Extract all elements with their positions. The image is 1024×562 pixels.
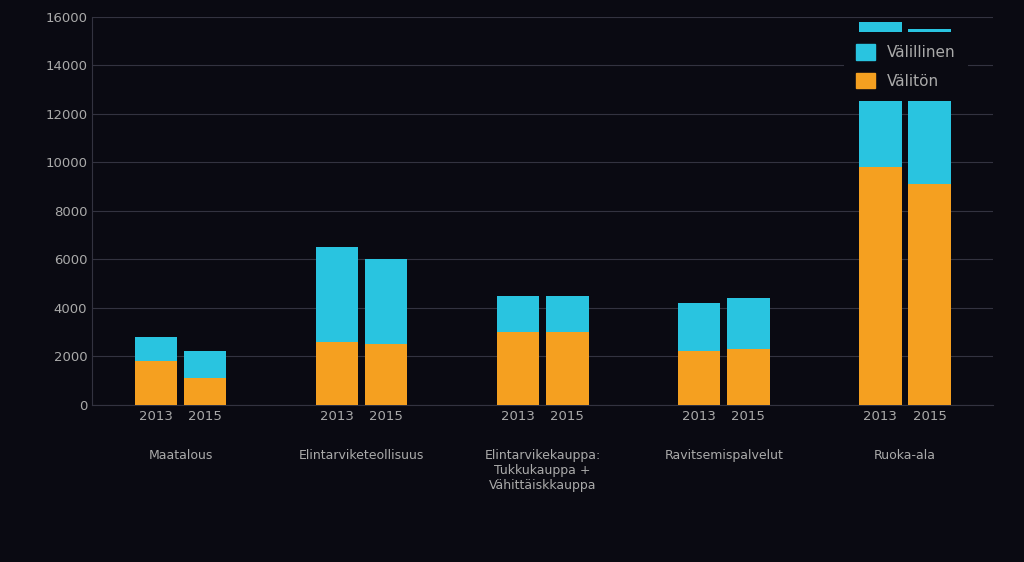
Bar — [184, 351, 226, 378]
Bar — [727, 349, 770, 405]
Text: Maatalous: Maatalous — [148, 449, 213, 462]
Bar — [497, 296, 540, 332]
Legend: Välillinen, Välitön: Välillinen, Välitön — [844, 32, 968, 101]
Bar — [184, 378, 226, 405]
Bar — [546, 332, 589, 405]
Bar — [365, 259, 408, 344]
Text: Ruoka-ala: Ruoka-ala — [873, 449, 936, 462]
Bar — [134, 337, 177, 361]
Bar — [315, 247, 358, 342]
Bar — [134, 361, 177, 405]
Bar — [908, 29, 951, 184]
Bar — [315, 342, 358, 405]
Bar — [497, 332, 540, 405]
Text: Ravitsemispalvelut: Ravitsemispalvelut — [665, 449, 783, 462]
Bar — [365, 344, 408, 405]
Bar — [678, 351, 721, 405]
Text: Elintarvikekauppa:
Tukkukauppa +
Vähittäiskkauppa: Elintarvikekauppa: Tukkukauppa + Vähittä… — [484, 449, 601, 492]
Bar — [859, 22, 901, 167]
Bar — [908, 184, 951, 405]
Bar — [859, 167, 901, 405]
Bar — [678, 303, 721, 351]
Text: Elintarviketeollisuus: Elintarviketeollisuus — [299, 449, 424, 462]
Bar — [727, 298, 770, 349]
Bar — [546, 296, 589, 332]
